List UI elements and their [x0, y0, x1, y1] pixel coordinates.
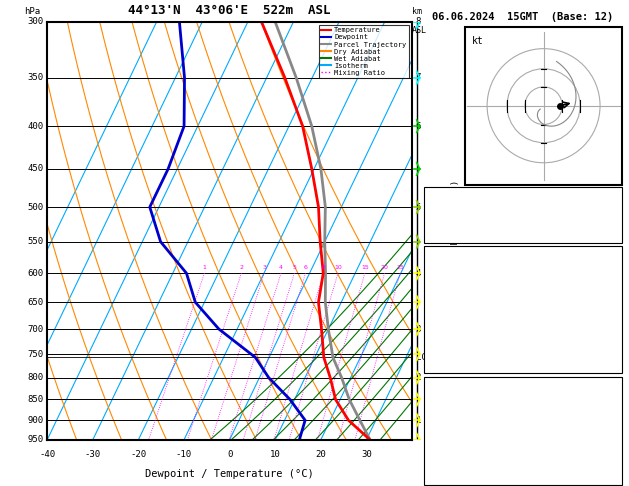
Text: 953: 953 — [598, 397, 613, 406]
Text: 400: 400 — [28, 122, 43, 131]
Text: 6: 6 — [304, 265, 308, 270]
Text: 1402: 1402 — [592, 341, 613, 349]
Text: 1: 1 — [416, 416, 421, 425]
Text: Dewpoint / Temperature (°C): Dewpoint / Temperature (°C) — [145, 469, 314, 479]
Text: hPa: hPa — [24, 7, 40, 16]
Text: 4: 4 — [279, 265, 283, 270]
Text: CAPE (J): CAPE (J) — [433, 452, 476, 461]
Text: 500: 500 — [28, 203, 43, 211]
Text: 550: 550 — [28, 237, 43, 246]
Text: 450: 450 — [28, 164, 43, 174]
Text: 343: 343 — [598, 304, 613, 312]
Text: 20: 20 — [315, 450, 326, 459]
Text: 800: 800 — [28, 373, 43, 382]
Text: Totals Totals: Totals Totals — [433, 210, 507, 219]
Text: -30: -30 — [85, 450, 101, 459]
Text: CAPE (J): CAPE (J) — [433, 341, 476, 349]
Legend: Temperature, Dewpoint, Parcel Trajectory, Dry Adiabat, Wet Adiabat, Isotherm, Mi: Temperature, Dewpoint, Parcel Trajectory… — [319, 25, 408, 78]
Text: 1402: 1402 — [592, 452, 613, 461]
Text: 750: 750 — [28, 349, 43, 359]
Text: 8: 8 — [416, 17, 421, 26]
Text: Most Unstable: Most Unstable — [488, 380, 558, 389]
Text: -5: -5 — [603, 434, 613, 443]
Text: Lifted Index: Lifted Index — [433, 322, 497, 331]
Text: 30.8: 30.8 — [592, 267, 613, 276]
Text: 4: 4 — [416, 269, 421, 278]
Text: 27: 27 — [602, 192, 613, 201]
Text: 15: 15 — [361, 265, 369, 270]
Text: Lifted Index: Lifted Index — [433, 434, 497, 443]
Text: 700: 700 — [28, 325, 43, 333]
Text: -5: -5 — [603, 322, 613, 331]
Bar — [425, 187, 621, 243]
Text: 1: 1 — [203, 265, 206, 270]
Bar — [465, 27, 621, 185]
Text: 950: 950 — [28, 435, 43, 444]
Text: 2.35: 2.35 — [591, 229, 613, 238]
Text: ASL: ASL — [412, 26, 427, 35]
Text: 20: 20 — [381, 265, 389, 270]
Text: -10: -10 — [176, 450, 192, 459]
Text: 3: 3 — [608, 471, 613, 480]
Text: 3: 3 — [262, 265, 266, 270]
Text: CIN (J): CIN (J) — [433, 471, 470, 480]
Text: kt: kt — [472, 36, 483, 47]
Text: PW (cm): PW (cm) — [433, 229, 473, 238]
Text: 343: 343 — [598, 416, 613, 424]
Text: Pressure (mb): Pressure (mb) — [433, 397, 503, 406]
Text: -40: -40 — [39, 450, 55, 459]
Bar — [425, 246, 621, 373]
Text: 30: 30 — [361, 450, 372, 459]
Bar — [425, 377, 621, 485]
Text: 15.3: 15.3 — [592, 285, 613, 294]
Text: K: K — [433, 192, 438, 201]
Text: 25: 25 — [396, 265, 404, 270]
Text: 650: 650 — [28, 298, 43, 307]
Text: 06.06.2024  15GMT  (Base: 12): 06.06.2024 15GMT (Base: 12) — [432, 12, 614, 22]
Text: 8: 8 — [321, 265, 326, 270]
Text: 3: 3 — [416, 325, 421, 333]
Text: 7: 7 — [416, 73, 421, 82]
Text: 5: 5 — [292, 265, 296, 270]
Text: -20: -20 — [130, 450, 147, 459]
Text: LCL: LCL — [416, 353, 431, 362]
Text: 10: 10 — [270, 450, 281, 459]
Text: 300: 300 — [28, 17, 43, 26]
Text: 51: 51 — [602, 210, 613, 219]
Text: θᵉ (K): θᵉ (K) — [433, 416, 465, 424]
Text: km: km — [412, 7, 422, 16]
Text: 0: 0 — [227, 450, 232, 459]
Text: CIN (J): CIN (J) — [433, 359, 470, 368]
Text: 5: 5 — [416, 203, 421, 211]
Text: © weatheronline.co.uk: © weatheronline.co.uk — [470, 472, 576, 481]
Text: 850: 850 — [28, 395, 43, 404]
Text: 10: 10 — [334, 265, 342, 270]
Text: 6: 6 — [416, 122, 421, 131]
Text: Dewp (°C): Dewp (°C) — [433, 285, 481, 294]
Text: θᵉ(K): θᵉ(K) — [433, 304, 459, 312]
Text: 44°13'N  43°06'E  522m  ASL: 44°13'N 43°06'E 522m ASL — [128, 4, 331, 17]
Text: Surface: Surface — [504, 250, 542, 259]
Text: 600: 600 — [28, 269, 43, 278]
Text: Temp (°C): Temp (°C) — [433, 267, 481, 276]
Text: 2: 2 — [416, 373, 421, 382]
Text: 900: 900 — [28, 416, 43, 425]
Text: 3: 3 — [608, 359, 613, 368]
Text: Mixing Ratio (g/kg): Mixing Ratio (g/kg) — [451, 180, 460, 282]
Text: 350: 350 — [28, 73, 43, 82]
Text: 2: 2 — [240, 265, 243, 270]
